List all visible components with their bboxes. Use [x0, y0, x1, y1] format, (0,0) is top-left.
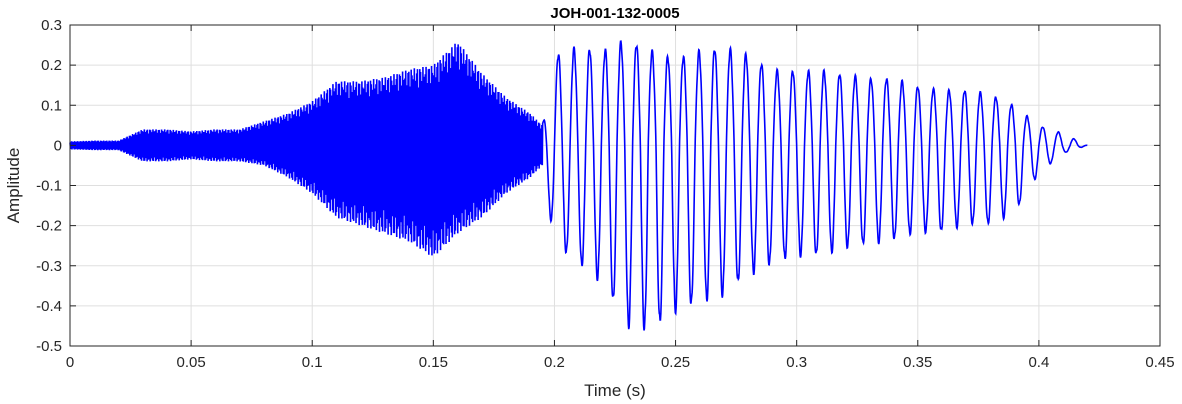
y-tick-label: -0.2	[36, 218, 62, 235]
y-tick-label: -0.3	[36, 258, 62, 275]
y-axis-label: Amplitude	[4, 148, 23, 224]
x-tick-label: 0.1	[302, 354, 323, 371]
y-tick-label: -0.5	[36, 338, 62, 355]
x-tick-label: 0.4	[1028, 354, 1049, 371]
x-tick-label: 0.15	[419, 354, 448, 371]
axes	[69, 24, 1161, 347]
x-tick-label: 0.05	[177, 354, 206, 371]
grid	[69, 24, 1161, 347]
plot-frame	[69, 24, 1161, 347]
x-tick-label: 0	[66, 354, 74, 371]
y-tick-label: 0.1	[41, 97, 62, 114]
tick-labels: 0 0.05 0.1 0.15 0.2 0.25 0.3 0.35 0.4 0.45 -0.5 -0.…	[36, 17, 1174, 371]
y-tick-label: -0.4	[36, 298, 62, 315]
waveform-series-line	[69, 40, 1088, 331]
x-tick-label: 0.45	[1145, 354, 1174, 371]
x-tick-label: 0.3	[786, 354, 807, 371]
x-tick-label: 0.2	[544, 354, 565, 371]
y-tick-label: 0.2	[41, 57, 62, 74]
y-tick-label: 0.3	[41, 17, 62, 34]
x-tick-label: 0.25	[661, 354, 690, 371]
signal-layer	[69, 40, 1088, 331]
x-tick-label: 0.35	[903, 354, 932, 371]
x-axis-label: Time (s)	[584, 381, 646, 400]
y-tick-label: -0.1	[36, 178, 62, 195]
chart-title: JOH-001-132-0005	[550, 5, 679, 22]
y-tick-label: 0	[54, 137, 62, 154]
